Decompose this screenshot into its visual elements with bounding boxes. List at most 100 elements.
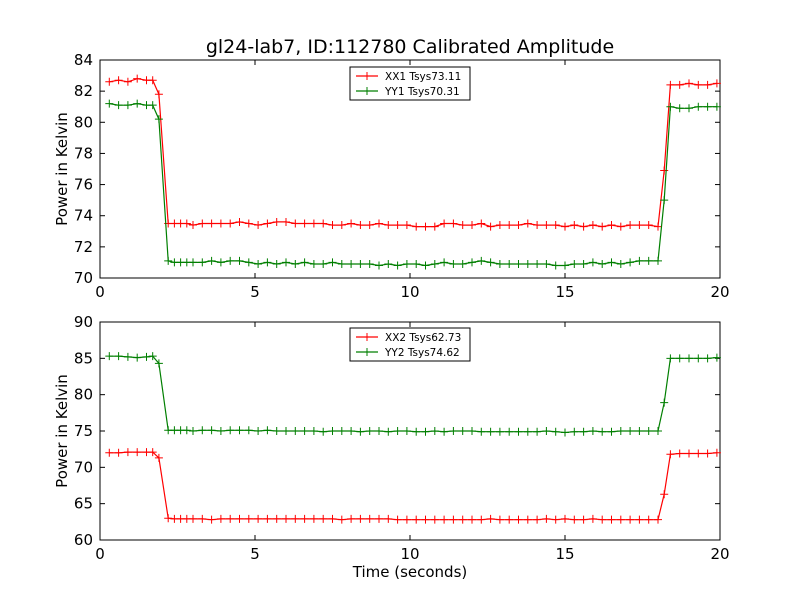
data-point	[207, 256, 216, 265]
y-axis-label: Power in Kelvin	[53, 374, 71, 488]
data-point	[123, 352, 132, 361]
data-point	[384, 514, 393, 523]
data-point	[421, 515, 430, 524]
legend-marker	[363, 87, 371, 95]
data-point	[551, 427, 560, 436]
data-point	[123, 77, 132, 86]
data-point	[356, 259, 365, 268]
data-point	[347, 514, 356, 523]
data-point	[226, 256, 235, 265]
data-point	[685, 104, 693, 113]
data-point	[347, 219, 356, 228]
data-point	[542, 259, 551, 268]
y-tick-label: 75	[74, 422, 93, 440]
data-point	[477, 427, 486, 436]
data-point	[263, 219, 272, 228]
data-point	[644, 427, 653, 435]
data-point	[393, 221, 402, 230]
data-point	[468, 427, 476, 435]
x-tick-label: 10	[400, 283, 419, 301]
data-point	[616, 222, 625, 231]
data-point	[703, 449, 712, 458]
data-point	[440, 258, 449, 267]
data-point	[347, 427, 356, 435]
data-point	[365, 514, 374, 523]
data-point	[694, 354, 703, 363]
data-point	[133, 99, 142, 108]
data-point	[337, 259, 346, 268]
data-point	[542, 514, 551, 523]
data-point	[607, 221, 616, 230]
data-point	[272, 514, 281, 523]
data-point	[654, 515, 662, 524]
data-point	[216, 219, 225, 228]
x-tick-label: 20	[710, 545, 729, 563]
data-point	[430, 427, 439, 435]
data-point	[626, 258, 635, 267]
y-tick-label: 70	[74, 458, 93, 476]
data-point	[523, 427, 532, 436]
data-point	[337, 427, 346, 435]
x-tick-label: 10	[400, 545, 419, 563]
data-point	[226, 514, 235, 523]
data-point	[675, 354, 684, 363]
data-point	[412, 515, 421, 524]
data-point	[660, 196, 669, 205]
data-point	[412, 222, 421, 231]
data-point	[291, 427, 300, 435]
data-point	[675, 104, 684, 113]
data-point	[598, 259, 607, 268]
data-point	[712, 102, 721, 111]
data-point	[486, 514, 495, 523]
data-point	[356, 221, 365, 230]
data-point	[635, 256, 644, 265]
data-point	[198, 514, 207, 523]
data-point	[588, 514, 597, 523]
y-tick-label: 72	[74, 238, 93, 256]
data-point	[458, 427, 467, 435]
data-point	[694, 102, 703, 111]
data-point	[607, 427, 616, 436]
data-point	[495, 259, 504, 268]
data-point	[182, 219, 191, 228]
data-point	[523, 259, 532, 268]
data-point	[458, 259, 467, 268]
data-point	[148, 101, 157, 110]
data-point	[561, 428, 569, 437]
data-point	[189, 258, 197, 267]
data-point	[198, 426, 207, 435]
data-point	[588, 221, 597, 230]
data-point	[189, 221, 197, 230]
data-point	[579, 259, 588, 268]
data-point	[666, 102, 675, 111]
data-point	[282, 427, 290, 435]
data-point	[666, 450, 675, 459]
data-point	[533, 427, 542, 436]
y-tick-label: 60	[74, 531, 93, 549]
y-tick-label: 74	[74, 207, 93, 225]
data-point	[561, 261, 569, 270]
data-point	[703, 354, 712, 363]
data-point	[114, 76, 123, 85]
data-point	[105, 99, 114, 108]
legend-entry: YY2 Tsys74.62	[384, 347, 460, 359]
data-point	[291, 259, 300, 268]
data-point	[551, 261, 560, 270]
data-point	[505, 515, 514, 524]
data-point	[712, 79, 721, 88]
legend-marker	[363, 333, 371, 341]
data-point	[216, 427, 225, 435]
data-point	[375, 219, 383, 228]
data-point	[654, 256, 662, 265]
data-point	[105, 352, 114, 361]
data-point	[495, 427, 504, 436]
data-point	[384, 427, 393, 436]
data-point	[468, 221, 476, 230]
data-point	[375, 427, 383, 435]
data-point	[477, 256, 486, 265]
data-point	[216, 258, 225, 267]
x-tick-label: 0	[95, 283, 105, 301]
data-point	[505, 259, 514, 268]
top-panel: 0 5 10 15 20 70 72 74 76 78 80 82 84 Power in Kelvin X…	[53, 51, 730, 301]
data-point	[514, 427, 523, 436]
